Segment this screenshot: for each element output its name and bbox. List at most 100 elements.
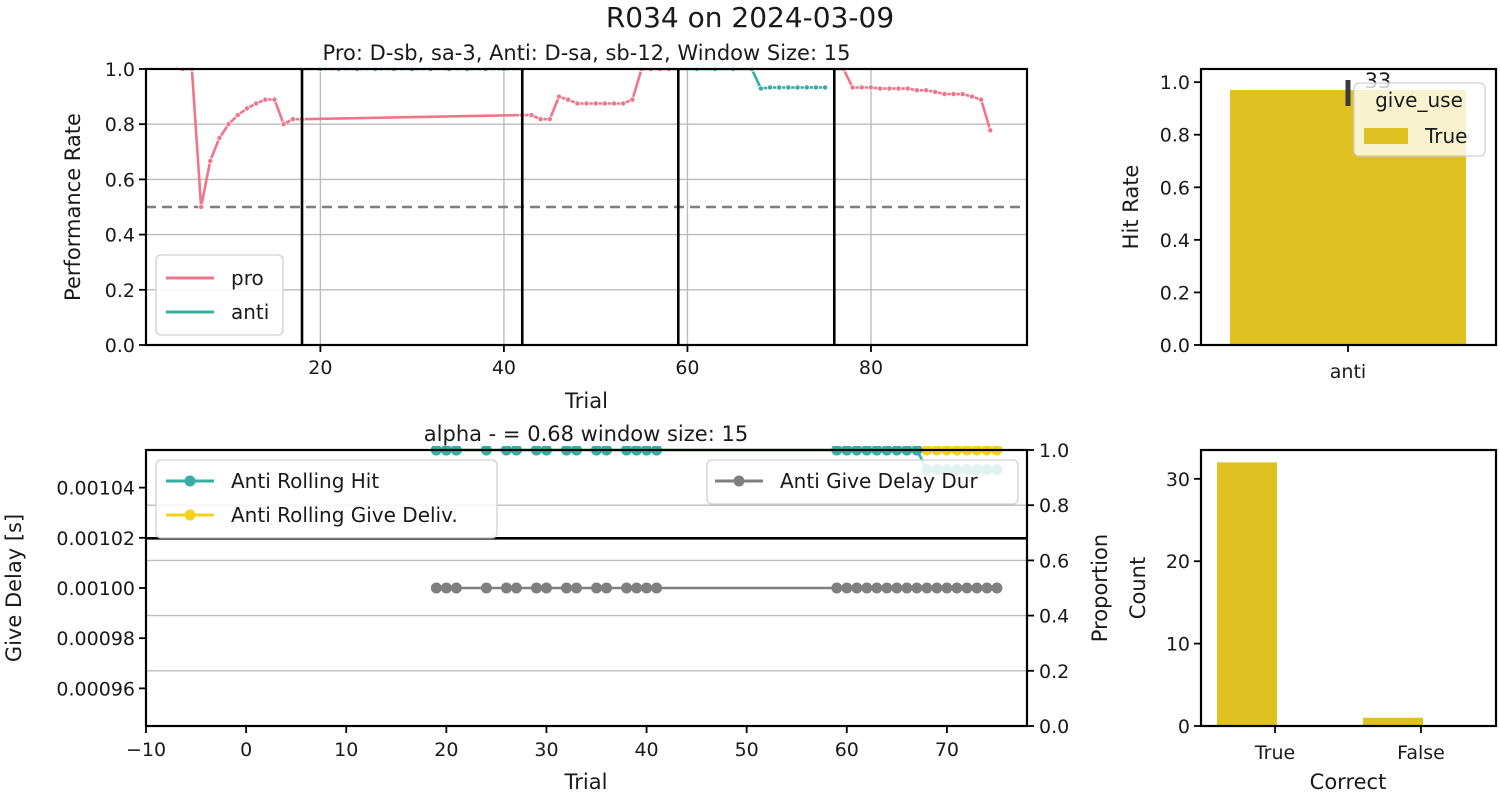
data-point-pro [592,100,599,107]
data-point-anti [794,84,801,91]
give-delay-ylabel-right: Proportion [1088,534,1112,642]
data-point-pro [858,84,865,91]
hit-rate-ylabel: Hit Rate [1119,165,1143,250]
data-point-pro [574,100,581,107]
legend-label-true: True [1424,124,1467,148]
data-point-give-delay [591,582,603,594]
data-point-give-delay [981,582,993,594]
data-point-give-delay [961,582,973,594]
data-point-pro [583,100,590,107]
give-delay-ylabel: Give Delay [s] [2,514,26,662]
data-point-give-delay [941,582,953,594]
series-line-pro [182,69,679,208]
y-tick-label-left: 0.00100 [56,578,135,600]
data-point-pro [280,121,287,128]
y-tick-label-left: 0.00102 [56,528,135,550]
data-point-give-delay [480,582,492,594]
data-point-give-delay [651,582,663,594]
data-point-anti [776,84,783,91]
data-point-pro [629,96,636,103]
bar-false [1363,717,1423,726]
y-tick-label: 0.0 [105,335,135,357]
y-tick-label-left: 0.00098 [56,628,135,650]
data-point-pro [528,112,535,119]
series-line-pro [834,69,992,131]
legend-box [155,459,498,539]
data-point-pro [895,85,902,92]
data-point-pro [867,84,874,91]
performance-title: Pro: D-sb, sa-3, Anti: D-sa, sb-12, Wind… [323,41,851,65]
hit-rate-legend: give_use True [1353,82,1486,157]
data-point-pro [253,100,260,107]
data-point-give-delay [931,582,943,594]
data-point-give-delay [971,582,983,594]
give-delay-xlabel: Trial [564,770,608,794]
data-point-give-delay [641,582,653,594]
data-point-pro [849,84,856,91]
data-point-give-delay [440,582,452,594]
x-tick-label: 50 [735,739,759,761]
performance-xlabel: Trial [564,389,608,413]
data-point-give-delay [500,582,512,594]
give-delay-legend-left: Anti Rolling Hit Anti Rolling Give Deliv. [155,459,498,539]
data-point-give-delay [951,582,963,594]
legend-box [706,459,1019,505]
data-point-anti [803,84,810,91]
data-point-anti [785,84,792,91]
data-point-give-delay [570,582,582,594]
performance-ylabel: Performance Rate [61,113,85,301]
x-tick-label: False [1397,742,1445,764]
give-delay-legend-right: Anti Give Delay Dur [706,459,1019,505]
data-point-pro [923,87,930,94]
data-point-pro [234,112,241,119]
y-tick-label-right: 0.2 [1039,661,1069,683]
y-tick-label: 0.6 [1160,177,1190,199]
data-point-anti [812,84,819,91]
data-point-anti [767,84,774,91]
data-point-pro [987,127,994,134]
y-tick-label-right: 1.0 [1039,440,1069,462]
data-point-give-delay [530,582,542,594]
data-point-give-delay [871,582,883,594]
y-tick-label-left: 0.00104 [56,478,135,500]
data-point-pro [271,96,278,103]
y-tick-label: 0.4 [105,225,135,247]
legend-title: give_use [1375,88,1463,112]
x-tick-label: 20 [434,739,458,761]
data-point-give-delay [510,582,522,594]
data-point-pro [913,87,920,94]
data-point-pro [207,157,214,164]
count-axes-frame [1199,448,1498,728]
bar-true [1217,462,1277,726]
y-tick-label-right: 0.0 [1039,716,1069,738]
data-point-pro [289,116,296,123]
data-point-give-delay [450,582,462,594]
y-tick-label: 30 [1166,469,1190,491]
x-tick-label: 40 [492,357,516,379]
data-point-pro [216,134,223,141]
data-point-give-delay [851,582,863,594]
data-point-pro [886,85,893,92]
data-point-pro [959,91,966,98]
x-tick-label: 40 [634,739,658,761]
data-point-give-delay [831,582,843,594]
x-tick-label: 80 [859,357,883,379]
data-point-pro [950,91,957,98]
legend-marker-anti-rolling-hit [184,475,196,487]
y-tick-label-left: 0.00096 [56,678,135,700]
data-point-give-delay [921,582,933,594]
data-point-give-delay [891,582,903,594]
data-point-give-delay [901,582,913,594]
data-point-pro [565,96,572,103]
y-tick-label: 0.8 [105,114,135,136]
data-point-pro [877,85,884,92]
y-tick-label: 0.6 [105,169,135,191]
data-point-give-delay [601,582,613,594]
performance-panel: 20 40 60 80 0.0 0.2 0.4 0.6 0.8 1.0 Pro: D-sb, sa-… [61,41,1029,413]
legend-label-anti-rolling-give-deliv: Anti Rolling Give Deliv. [231,503,458,527]
data-point-pro [555,93,562,100]
data-point-anti [757,85,764,92]
data-point-pro [546,116,553,123]
